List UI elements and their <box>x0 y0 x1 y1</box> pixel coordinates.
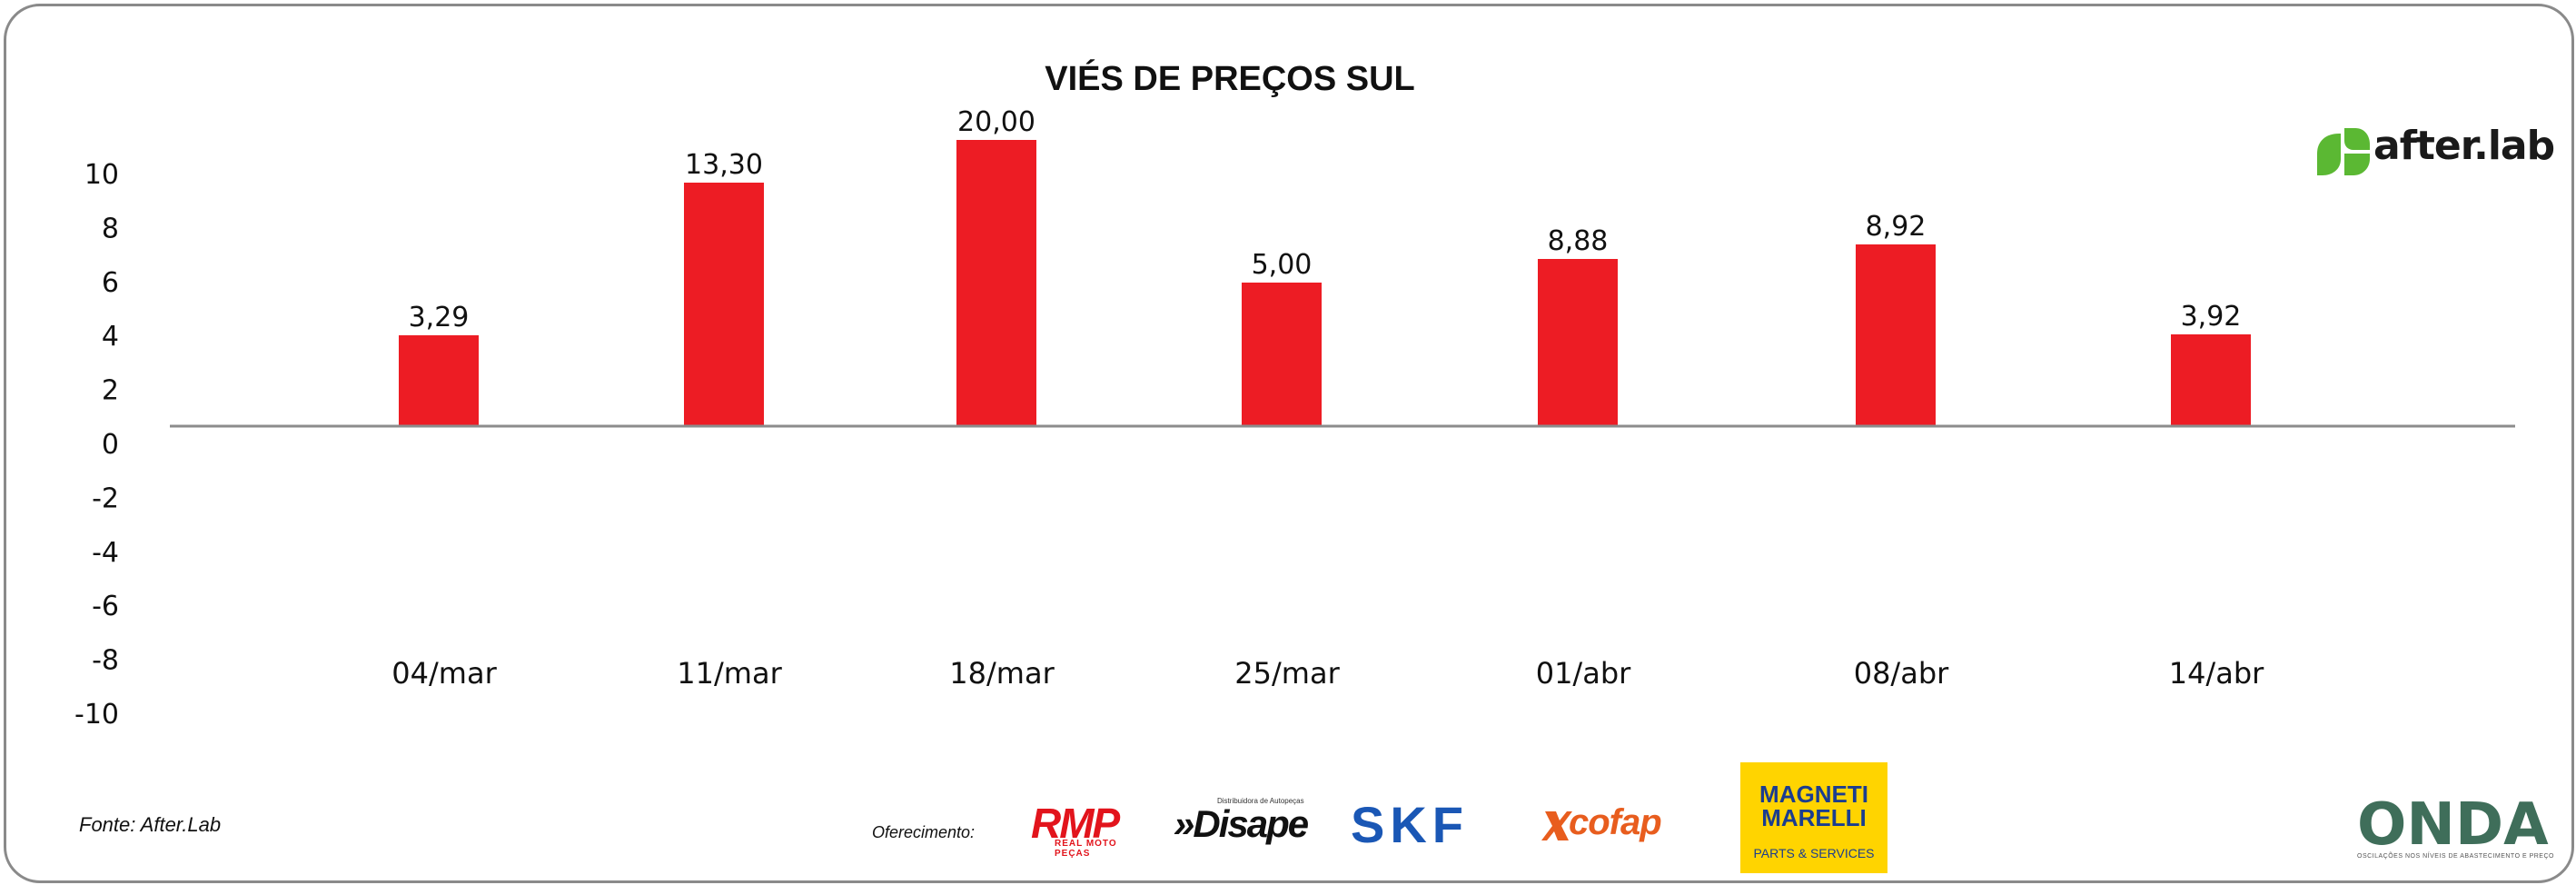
bar-chart: VIÉS DE PREÇOS SUL 10 8 6 4 2 0 -2 -4 -6 -8 -10 3,… <box>74 58 2515 731</box>
sponsor-label: Oferecimento: <box>872 823 976 841</box>
onda-wordmark: ONDA <box>2357 791 2549 859</box>
y-tick-label: 6 <box>102 267 119 299</box>
x-tick-label: 08/abr <box>1854 656 1949 691</box>
bars <box>399 140 2251 426</box>
afterlab-leaf-icon <box>2317 128 2370 175</box>
cofap-x-icon <box>1541 811 1572 840</box>
y-tick-label: -10 <box>74 699 119 731</box>
rmp-subtitle: REAL MOTO PEÇAS <box>1055 839 1117 859</box>
y-tick-label: -8 <box>92 645 119 677</box>
rmp-logo: RMP REAL MOTO PEÇAS <box>1031 799 1154 859</box>
onda-subtitle: OSCILAÇÕES NOS NÍVEIS DE ABASTECIMENTO E… <box>2357 853 2554 860</box>
marelli-line1: MAGNETI <box>1759 781 1868 808</box>
data-label: 3,29 <box>409 302 470 333</box>
x-tick-label: 01/abr <box>1536 656 1631 691</box>
magneti-marelli-logo: MAGNETI MARELLI PARTS & SERVICES <box>1740 762 1887 873</box>
data-label: 3,92 <box>2181 301 2242 333</box>
bar <box>1856 244 1936 426</box>
rmp-wordmark: RMP <box>1031 800 1120 847</box>
marelli-subtitle: PARTS & SERVICES <box>1753 846 1875 860</box>
disape-subtitle: Distribuidora de Autopeças <box>1217 797 1304 805</box>
bar <box>2171 334 2251 426</box>
skf-wordmark: SKF <box>1351 796 1469 853</box>
y-tick-label: 10 <box>84 159 119 191</box>
skf-logo: SKF <box>1351 796 1523 853</box>
data-label: 20,00 <box>957 106 1035 138</box>
bar <box>956 140 1036 426</box>
y-tick-label: 8 <box>102 213 119 244</box>
bar <box>1242 283 1322 426</box>
x-tick-label: 14/abr <box>2169 656 2264 691</box>
x-tick-label: 04/mar <box>391 656 497 691</box>
bar <box>684 183 764 426</box>
data-labels: 3,29 13,30 20,00 5,00 8,88 8,92 3,92 <box>409 106 2242 333</box>
cofap-logo: cofap <box>1541 802 1714 850</box>
cofap-wordmark: cofap <box>1569 802 1662 842</box>
disape-wordmark: »Disape <box>1174 802 1309 845</box>
marelli-line2: MARELLI <box>1761 804 1867 831</box>
chart-frame: VIÉS DE PREÇOS SUL 10 8 6 4 2 0 -2 -4 -6 -8 -10 3,… <box>4 4 2574 883</box>
x-tick-label: 18/mar <box>949 656 1055 691</box>
y-tick-label: -4 <box>92 537 119 569</box>
data-label: 8,92 <box>1866 211 1927 243</box>
y-tick-label: 4 <box>102 321 119 353</box>
data-label: 5,00 <box>1252 249 1313 281</box>
x-tick-label: 11/mar <box>677 656 782 691</box>
chart-title: VIÉS DE PREÇOS SUL <box>1045 58 1415 98</box>
afterlab-logo: after.lab <box>2313 123 2568 181</box>
y-axis-ticks: 10 8 6 4 2 0 -2 -4 -6 -8 -10 <box>74 159 119 731</box>
marelli-wordmark: MAGNETI MARELLI <box>1740 782 1887 830</box>
bar <box>399 335 479 426</box>
onda-logo: ONDA OSCILAÇÕES NOS NÍVEIS DE ABASTECIME… <box>2355 791 2554 868</box>
x-tick-label: 25/mar <box>1234 656 1340 691</box>
bar <box>1538 259 1618 426</box>
y-tick-label: 0 <box>102 429 119 461</box>
data-label: 13,30 <box>685 149 763 181</box>
y-tick-label: 2 <box>102 375 119 407</box>
x-axis-ticks: 04/mar 11/mar 18/mar 25/mar 01/abr 08/abr 14/a… <box>391 656 2264 691</box>
afterlab-wordmark: after.lab <box>2373 123 2555 169</box>
y-tick-label: -6 <box>92 591 119 622</box>
disape-logo: Distribuidora de Autopeças »Disape <box>1174 797 1333 851</box>
y-tick-label: -2 <box>92 482 119 514</box>
source-note: Fonte: After.Lab <box>79 813 222 836</box>
data-label: 8,88 <box>1548 225 1609 257</box>
